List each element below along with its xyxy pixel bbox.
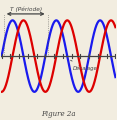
Text: Figure 2a: Figure 2a (41, 110, 76, 118)
Text: T (Période): T (Période) (10, 6, 42, 12)
Text: Décalage: Décalage (71, 60, 97, 71)
